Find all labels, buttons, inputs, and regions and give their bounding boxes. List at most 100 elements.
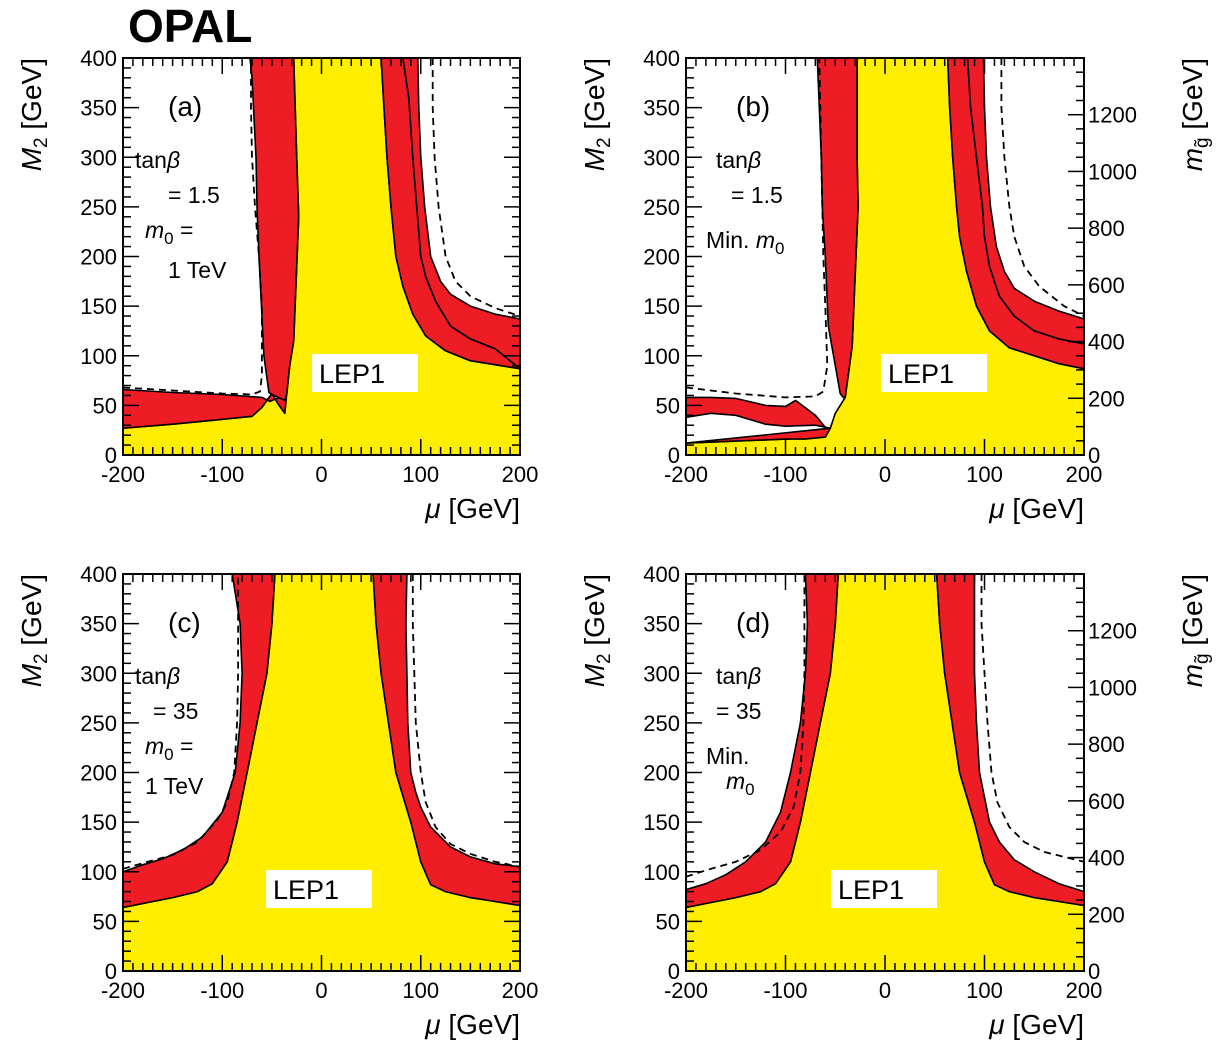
x-tick-label: -100: [763, 462, 807, 487]
y-label-symbol: M: [579, 147, 610, 171]
tan-text: tan: [716, 147, 748, 173]
y-tick-label: 150: [80, 810, 117, 835]
x-tick-label: 200: [502, 978, 539, 1003]
y-tick-label: 300: [643, 145, 680, 170]
x-tick-label: -100: [763, 978, 807, 1003]
excluded-region-1: [686, 396, 832, 444]
x-tick-label: -100: [200, 462, 244, 487]
y-tick-label: 50: [93, 909, 117, 934]
x-axis: -200 -100 0 100 200 μ [GeV]: [664, 58, 1102, 524]
excluded-region-4: [966, 58, 1084, 345]
y-tick-label: 50: [656, 909, 680, 934]
m0-label: m0 =: [145, 733, 193, 764]
y-tick-label: 350: [643, 96, 680, 121]
lep1-label: LEP1: [273, 875, 339, 905]
y-label-subscript: 2: [31, 137, 52, 148]
y-label-symbol: M: [16, 663, 47, 687]
x-axis: -200 -100 0 100 200 μ [GeV]: [101, 58, 538, 524]
y-label-symbol: M: [579, 663, 610, 687]
y-axis: 0 50 100 150 200 250 300 350 400 M2 [GeV]: [579, 562, 702, 984]
right-tick-label: 800: [1088, 216, 1125, 241]
m0-value: 1 TeV: [168, 257, 227, 283]
x-tick-label: -200: [101, 978, 145, 1003]
x-axis: -200 -100 0 100 200 μ [GeV]: [664, 574, 1102, 1040]
x-label-symbol: μ: [424, 493, 440, 524]
expected-limit-dashed-2: [431, 58, 520, 317]
y-label-subscript: 2: [594, 653, 615, 664]
y-label-subscript: 2: [31, 653, 52, 664]
x-axis: -200 -100 0 100 200 μ [GeV]: [101, 574, 538, 1040]
y-tick-label: 0: [668, 959, 680, 984]
y-tick-label: 250: [80, 711, 117, 736]
right-tick-label: 1000: [1088, 159, 1137, 184]
excluded-region-1: [123, 574, 276, 909]
y-tick-label: 300: [80, 145, 117, 170]
right-tick-label: 0: [1088, 443, 1100, 468]
right-label-subscript: g̃: [1192, 137, 1213, 148]
x-label-symbol: μ: [988, 493, 1004, 524]
excluded-region-1: [123, 388, 288, 430]
right-axis-label: mg̃ [GeV]: [1177, 574, 1213, 687]
x-tick-label: 0: [879, 978, 891, 1003]
y-axis: 0 50 100 150 200 250 300 350 400 M2 [GeV]: [16, 46, 520, 468]
x-label-unit: [GeV]: [441, 493, 520, 524]
x-tick-label: 200: [1066, 462, 1103, 487]
y-tick-label: 150: [643, 294, 680, 319]
x-tick-label: 0: [315, 978, 327, 1003]
y-tick-label: 150: [80, 294, 117, 319]
lep1-label: LEP1: [888, 359, 954, 389]
right-tick-label: 600: [1088, 789, 1125, 814]
tan-text: tan: [135, 147, 167, 173]
x-axis-label: μ [GeV]: [988, 493, 1084, 524]
opal-brand-label: OPAL: [128, 0, 252, 52]
right-label-symbol: m: [1177, 664, 1208, 687]
m0-label: m0 =: [145, 217, 193, 248]
panel-annotations: (c) LEP1 tanβ = 35 m0 = 1 TeV: [135, 607, 372, 908]
expected-limit-dashed-2: [980, 574, 1084, 863]
y-label-unit: [GeV]: [579, 574, 610, 653]
x-axis-label: μ [GeV]: [424, 1009, 520, 1040]
x-tick-label: 0: [879, 462, 891, 487]
x-tick-label: -200: [664, 978, 708, 1003]
beta-symbol: β: [166, 663, 180, 689]
y-tick-label: 200: [643, 761, 680, 786]
y-label-symbol: M: [16, 147, 47, 171]
min-text: Min.: [706, 743, 749, 769]
beta-symbol: β: [747, 147, 761, 173]
excluded-region-2: [249, 58, 300, 402]
excluded-region-4: [402, 58, 520, 370]
tan-beta-label: tanβ: [135, 663, 180, 689]
y-tick-label: 250: [643, 195, 680, 220]
m0-equals: =: [174, 733, 194, 759]
m0-symbol: m: [145, 217, 164, 243]
y-axis: 0 50 100 150 200 250 300 350 400 M2 [GeV]: [579, 46, 702, 468]
m0-symbol: m: [726, 768, 745, 794]
panel-annotations: (d) LEP1 tanβ = 35 Min.m0: [706, 607, 937, 908]
right-axis-label: mg̃ [GeV]: [1177, 58, 1213, 171]
tan-beta-value: = 1.5: [168, 182, 220, 208]
x-tick-label: 100: [402, 978, 439, 1003]
x-tick-label: 0: [315, 462, 327, 487]
y-axis-label: M2 [GeV]: [579, 58, 615, 171]
y-tick-label: 200: [80, 245, 117, 270]
y-tick-label: 0: [105, 959, 117, 984]
right-tick-label: 1000: [1088, 675, 1137, 700]
right-label-subscript: g̃: [1192, 653, 1213, 664]
x-label-unit: [GeV]: [1005, 1009, 1084, 1040]
y-tick-label: 400: [643, 562, 680, 587]
right-tick-label: 1200: [1088, 103, 1137, 128]
y-tick-label: 400: [80, 46, 117, 71]
y-tick-label: 0: [105, 443, 117, 468]
right-tick-label: 200: [1088, 386, 1125, 411]
right-label-symbol: m: [1177, 148, 1208, 171]
min-m0-label: Min. m0: [706, 227, 784, 258]
y-tick-label: 300: [80, 661, 117, 686]
excluded-region-2: [935, 574, 1084, 907]
x-tick-label: -200: [664, 462, 708, 487]
m0-symbol: m: [145, 733, 164, 759]
m0-subscript: 0: [775, 239, 784, 258]
